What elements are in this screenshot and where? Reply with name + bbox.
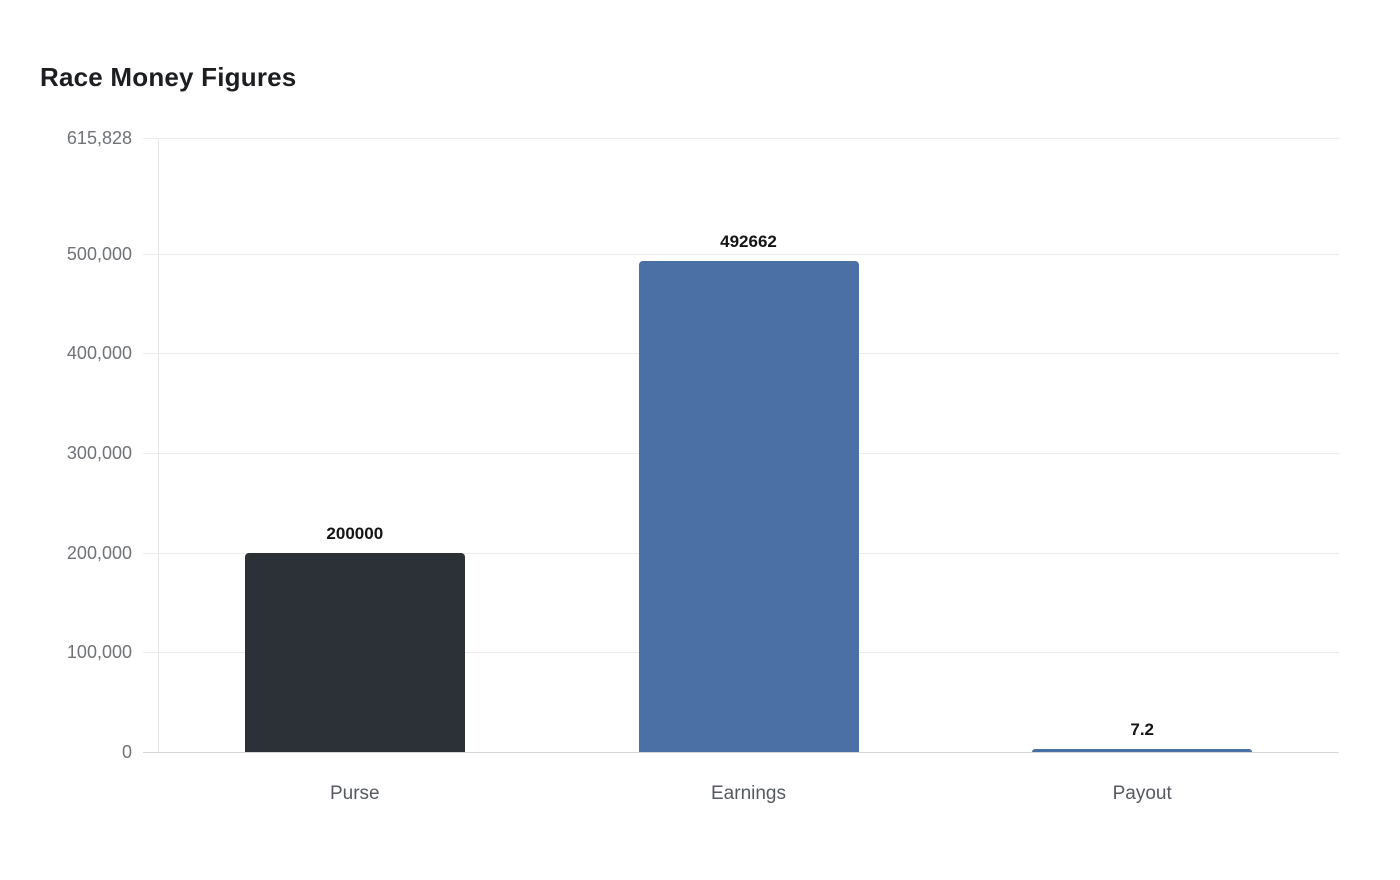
- bar-payout[interactable]: [1032, 749, 1253, 752]
- y-axis-tick-label: 300,000: [66, 442, 132, 463]
- y-axis-tick-label: 500,000: [66, 243, 132, 264]
- x-axis-category-label: Purse: [329, 783, 380, 804]
- y-gridline: [143, 253, 1339, 255]
- x-axis-category-label: Payout: [1112, 783, 1172, 804]
- bar-purse[interactable]: [244, 552, 465, 752]
- y-axis-tick-label: 615,828: [66, 128, 132, 148]
- y-axis-tick-label: 400,000: [66, 343, 132, 364]
- y-axis-tick-label: 100,000: [66, 642, 132, 663]
- bar-value-label: 200000: [326, 523, 384, 543]
- y-gridline: [143, 138, 1339, 139]
- x-axis-category-label: Earnings: [711, 783, 786, 804]
- bar-value-label: 492662: [720, 231, 777, 251]
- y-axis-line: [158, 138, 159, 752]
- y-axis-tick-label: 200,000: [66, 542, 132, 563]
- y-axis-tick-label: 0: [121, 742, 132, 762]
- chart-title: Race Money Figures: [40, 62, 297, 92]
- bar-earnings[interactable]: [638, 260, 859, 752]
- x-axis-baseline: [143, 752, 1339, 753]
- bar-value-label: 7.2: [1130, 720, 1154, 739]
